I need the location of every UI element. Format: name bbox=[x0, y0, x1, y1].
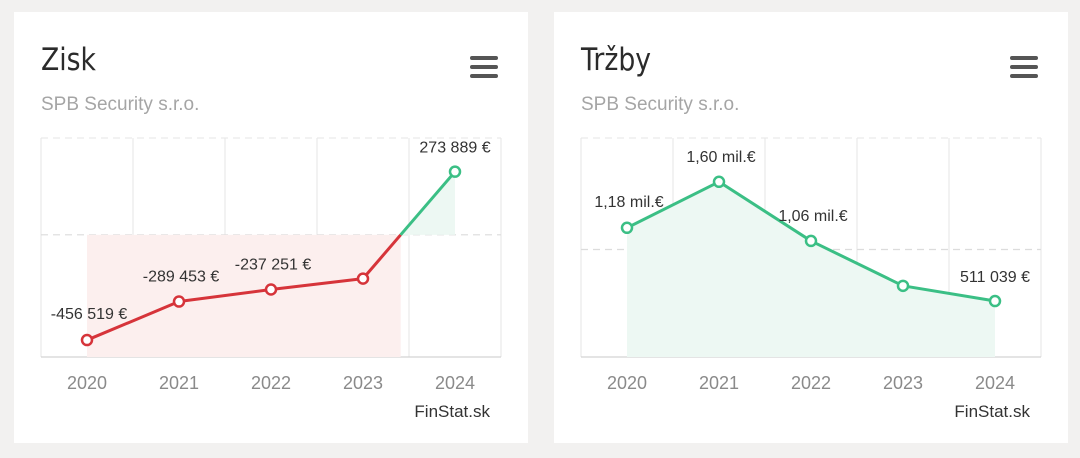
data-point bbox=[896, 279, 910, 293]
menu-icon-bar bbox=[1010, 74, 1038, 78]
chart-subtitle: SPB Security s.r.o. bbox=[581, 94, 740, 115]
x-tick-label: 2020 bbox=[607, 373, 647, 393]
chart-credit-link[interactable]: FinStat.sk bbox=[414, 402, 490, 421]
x-tick-label: 2024 bbox=[975, 373, 1015, 393]
x-tick-label: 2022 bbox=[791, 373, 831, 393]
chart-menu-button[interactable] bbox=[470, 56, 498, 78]
data-label: 511 039 € bbox=[960, 269, 1030, 286]
chart-subtitle: SPB Security s.r.o. bbox=[41, 94, 200, 115]
revenue-card: Tržby SPB Security s.r.o. 1,18 mil.€ 1,60… bbox=[554, 12, 1068, 443]
data-point bbox=[988, 294, 1002, 308]
chart-credit-link[interactable]: FinStat.sk bbox=[954, 402, 1030, 421]
data-label: -456 519 € bbox=[51, 306, 128, 323]
profit-card: Zisk SPB Security s.r.o. -456 519 € -289 … bbox=[14, 12, 528, 443]
chart-title: Tržby bbox=[581, 42, 652, 78]
data-point bbox=[712, 175, 726, 189]
negative-area-fill bbox=[87, 234, 401, 357]
x-tick-label: 2024 bbox=[435, 373, 475, 393]
data-point bbox=[620, 221, 634, 235]
data-label: 1,60 mil.€ bbox=[686, 149, 755, 166]
data-point bbox=[80, 333, 94, 347]
data-label: 1,06 mil.€ bbox=[778, 208, 847, 225]
x-tick-label: 2021 bbox=[159, 373, 199, 393]
data-label: 273 889 € bbox=[419, 140, 490, 157]
positive-series-line bbox=[399, 170, 457, 236]
data-label: -237 251 € bbox=[235, 257, 312, 274]
revenue-line-chart: 1,18 mil.€ 1,60 mil.€ 1,06 mil.€ 511 039 € 2… bbox=[580, 137, 1042, 393]
menu-icon-bar bbox=[1010, 56, 1038, 60]
data-point bbox=[356, 272, 370, 285]
profit-line-chart: -456 519 € -289 453 € -237 251 € 273 889 € 2… bbox=[40, 137, 502, 393]
data-point bbox=[804, 234, 818, 248]
x-tick-label: 2020 bbox=[67, 373, 107, 393]
data-label: 1,18 mil.€ bbox=[594, 194, 663, 211]
data-label: -289 453 € bbox=[143, 269, 220, 286]
data-point bbox=[172, 295, 186, 308]
data-point bbox=[448, 165, 462, 178]
x-tick-label: 2021 bbox=[699, 373, 739, 393]
menu-icon-bar bbox=[470, 56, 498, 60]
data-point bbox=[264, 283, 278, 296]
x-tick-label: 2023 bbox=[883, 373, 923, 393]
menu-icon-bar bbox=[470, 74, 498, 78]
menu-icon-bar bbox=[470, 65, 498, 69]
x-tick-label: 2023 bbox=[343, 373, 383, 393]
x-tick-label: 2022 bbox=[251, 373, 291, 393]
chart-menu-button[interactable] bbox=[1010, 56, 1038, 78]
menu-icon-bar bbox=[1010, 65, 1038, 69]
series-area-fill bbox=[627, 181, 995, 357]
chart-title: Zisk bbox=[41, 42, 96, 78]
